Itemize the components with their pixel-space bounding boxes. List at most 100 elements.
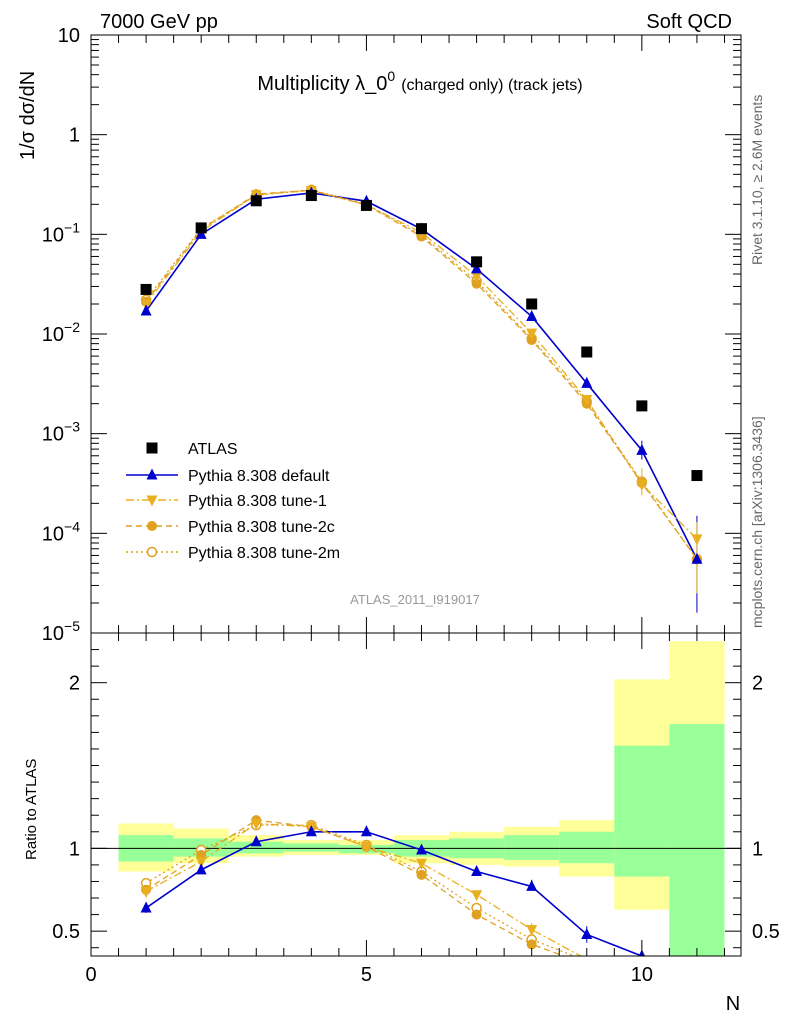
data-point [140,304,152,316]
data-point [526,309,538,321]
ratio-series-group [140,815,646,956]
data-point [416,223,428,235]
data-point [360,199,372,211]
chart-title-sup: 0 [387,68,395,84]
y-tick-label: 10−1 [42,219,80,246]
ratio-panel: 0.5 0.5 1 1 2 2 0 5 10 Ratio to ATLAS N [23,632,780,1015]
data-point [471,278,482,289]
ratio-point [195,857,207,869]
legend-marker [146,546,158,558]
ratio-point [526,879,538,891]
ratio-band-inner [283,843,339,852]
chart-title: Multiplicity λ_00 (charged only) (track j… [257,68,582,95]
legend-label: ATLAS [188,441,238,458]
data-point [471,256,483,268]
ratio-series-clipped [140,815,646,956]
ratio-band-inner [614,745,670,877]
data-point [636,443,648,455]
svg-text:Multiplicity λ_00(charged only: Multiplicity λ_00 (charged only) (track j… [257,68,582,95]
ratio-point [140,901,152,913]
main-series-group [140,184,703,613]
data-point [636,400,648,412]
ratio-y-tick-label: 0.5 [52,921,80,943]
data-point [526,335,537,346]
ratio-band-inner [504,835,560,860]
data-point [305,190,317,202]
ratio-line [145,822,583,956]
ratio-point [360,842,372,854]
main-panel: 10 1 10−1 10−2 10−3 10−4 10−5 1/σ dσ/dN Multip… [17,25,742,645]
data-point [140,283,152,295]
legend-marker [146,442,158,454]
ratio-y-tick-label: 1 [752,838,763,860]
mcplots-label: mcplots.cern.ch [arXiv:1306.3436] [749,416,765,628]
ratio-point [526,939,537,950]
analysis-label: ATLAS_2011_I919017 [350,592,480,607]
data-point [581,395,593,407]
ratio-band-inner [559,831,615,864]
data-point [526,328,538,340]
ratio-point [581,927,593,939]
legend: ATLAS Pythia 8.308 default Pythia 8.308 tu… [126,441,340,562]
ratio-point [471,890,483,902]
data-point [195,222,207,234]
ratio-point [416,858,428,870]
header-left: 7000 GeV pp [100,11,218,33]
ratio-point [526,924,538,936]
ratio-point [416,869,427,880]
chart-title-main: Multiplicity λ_0 [257,73,387,95]
ratio-point [140,886,152,898]
data-point [471,271,483,283]
legend-marker [146,468,158,480]
chart-title-suffix: (charged only) (track jets) [401,77,582,94]
y-tick-label: 10−2 [42,319,80,346]
ratio-y-axis-label: Ratio to ATLAS [23,759,40,860]
data-point [691,552,703,564]
data-point [636,479,648,491]
ratio-bands [118,641,725,956]
y-tick-label: 10−3 [42,419,80,446]
main-frame [90,34,742,634]
data-point [581,376,593,388]
data-point [526,298,538,310]
y-tick-label: 1 [69,125,80,147]
ratio-point [250,835,262,847]
ratio-point [305,825,317,837]
ratio-axis-ticks: 0.5 0.5 1 1 2 2 0 5 10 [52,633,780,986]
ratio-point [471,909,482,920]
main-axis-ticks: 10 1 10−1 10−2 10−3 10−4 10−5 [42,25,741,645]
ratio-line [145,819,566,956]
ratio-y-tick-label: 2 [69,673,80,695]
ratio-y-tick-label: 0.5 [752,921,780,943]
legend-label: Pythia 8.308 tune-1 [188,493,327,510]
y-tick-label: 10−5 [42,618,80,645]
ratio-point [250,818,262,830]
legend-label: Pythia 8.308 default [188,468,330,485]
data-point [691,470,703,482]
y-tick-label: 10−4 [42,518,80,545]
y-tick-label: 10 [58,25,80,47]
legend-marker [146,495,158,507]
ratio-band-inner [228,841,284,854]
ratio-frame [90,632,742,957]
x-tick-label: 0 [85,964,96,986]
main-y-axis-label: 1/σ dσ/dN [17,71,39,160]
ratio-point [195,863,207,875]
x-tick-label: 10 [631,964,653,986]
ratio-point [471,865,483,877]
ratio-point [416,843,428,855]
data-point [250,195,262,207]
data-point [581,346,593,358]
ratio-y-tick-label: 2 [752,673,763,695]
rivet-label: Rivet 3.1.10, ≥ 2.6M events [749,95,765,265]
x-tick-label: 5 [361,964,372,986]
ratio-y-tick-label: 1 [69,838,80,860]
header-right: Soft QCD [646,11,732,33]
data-point [691,534,703,546]
legend-marker [147,521,157,531]
ratio-point [360,825,372,837]
legend-label: Pythia 8.308 tune-2c [188,519,335,536]
x-axis-label: N [726,993,740,1015]
data-point [471,262,483,274]
series-line [145,189,698,540]
